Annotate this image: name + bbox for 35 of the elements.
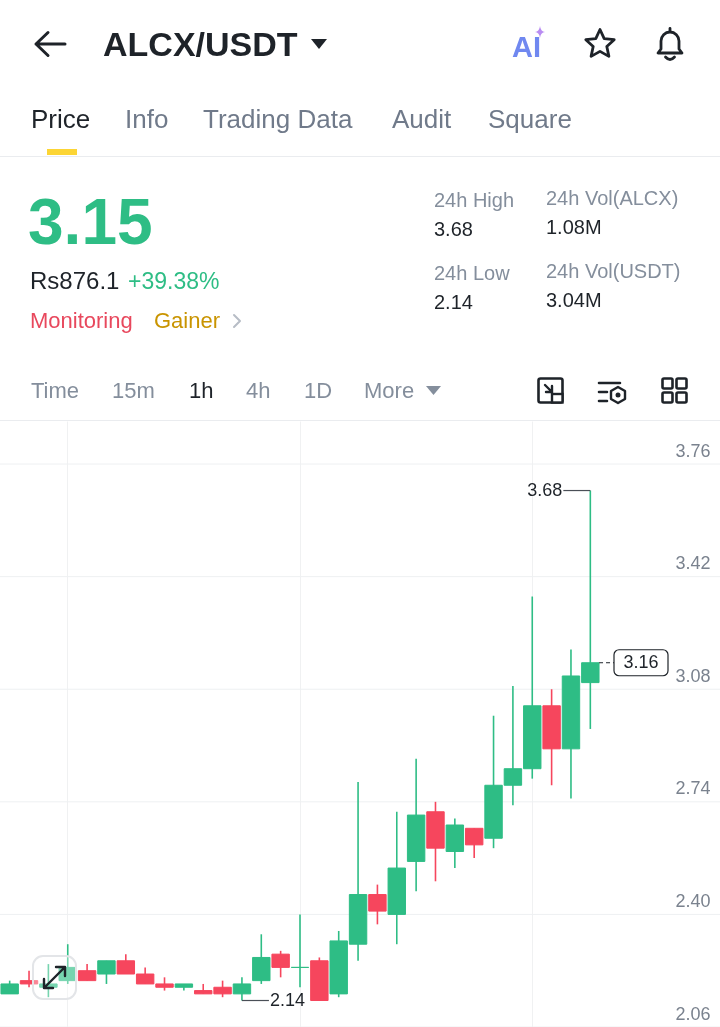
text: Rs876.1	[30, 267, 120, 294]
text: 1h	[189, 378, 214, 403]
text: 24h High	[434, 189, 515, 211]
annotation: 2.14	[269, 989, 305, 1010]
text: 4h	[246, 378, 271, 403]
text: 1D	[304, 378, 333, 403]
y-tick-label: 3.76	[675, 440, 711, 461]
text: 3.04M	[546, 289, 602, 311]
text: Monitoring	[30, 308, 133, 333]
text: AI	[512, 30, 541, 63]
annotation: 3.68	[527, 479, 563, 500]
y-tick-label: 3.08	[675, 665, 711, 686]
text: 3.15	[28, 186, 153, 258]
ref-line-label: 3.16	[623, 651, 659, 672]
text: More	[364, 378, 415, 403]
text: Time	[31, 378, 80, 403]
text: 24h Low	[434, 262, 510, 284]
y-tick-label: 2.40	[675, 890, 711, 911]
text: Trading Data	[203, 104, 353, 134]
text: Price	[31, 104, 91, 134]
y-tick-label: 3.42	[675, 553, 711, 574]
text: +39.38%	[128, 267, 220, 294]
text: 24h Vol(USDT)	[546, 260, 681, 282]
text: Square	[488, 104, 572, 134]
text: 3.68	[434, 218, 473, 240]
y-tick-label: 2.74	[675, 778, 711, 799]
text: 2.14	[434, 291, 473, 313]
text: Gainer	[154, 308, 221, 333]
text: Info	[125, 104, 169, 134]
text: 24h Vol(ALCX)	[546, 187, 679, 209]
text: Audit	[392, 104, 452, 134]
y-tick-label: 2.06	[675, 1003, 711, 1024]
text: 15m	[112, 378, 155, 403]
text: 1.08M	[546, 216, 602, 238]
chart-title: ALCX/USDT	[103, 25, 298, 63]
